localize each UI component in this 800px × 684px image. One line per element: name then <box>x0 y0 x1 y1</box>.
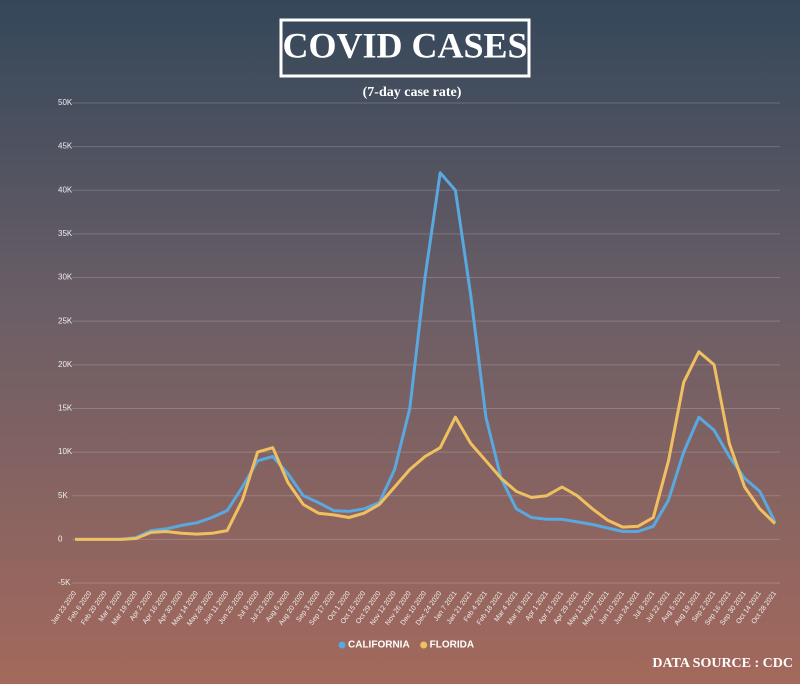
y-tick-label: 25K <box>58 316 73 325</box>
y-tick-label: 0 <box>58 534 63 543</box>
series-line <box>75 350 777 541</box>
y-tick-label: 5K <box>58 491 68 500</box>
y-tick-label: 40K <box>58 185 73 194</box>
y-tick-label: 45K <box>58 142 73 151</box>
chart-title: COVID CASES <box>282 25 527 65</box>
y-tick-label: 35K <box>58 229 73 238</box>
legend-label: CALIFORNIA <box>348 640 410 651</box>
chart-subtitle: (7-day case rate) <box>363 85 462 100</box>
y-tick-label: 30K <box>58 273 73 282</box>
title-box <box>279 18 531 78</box>
y-tick-label: 50K <box>58 98 73 107</box>
legend-marker <box>338 641 346 649</box>
y-tick-label: 15K <box>58 404 73 413</box>
y-tick-label: -5K <box>58 578 71 587</box>
y-tick-label: 20K <box>58 360 73 369</box>
legend-marker <box>420 641 428 649</box>
series-line <box>75 171 777 541</box>
source: DATA SOURCE : CDC <box>652 656 793 671</box>
legend-label: FLORIDA <box>430 640 474 651</box>
y-tick-label: 10K <box>58 447 73 456</box>
